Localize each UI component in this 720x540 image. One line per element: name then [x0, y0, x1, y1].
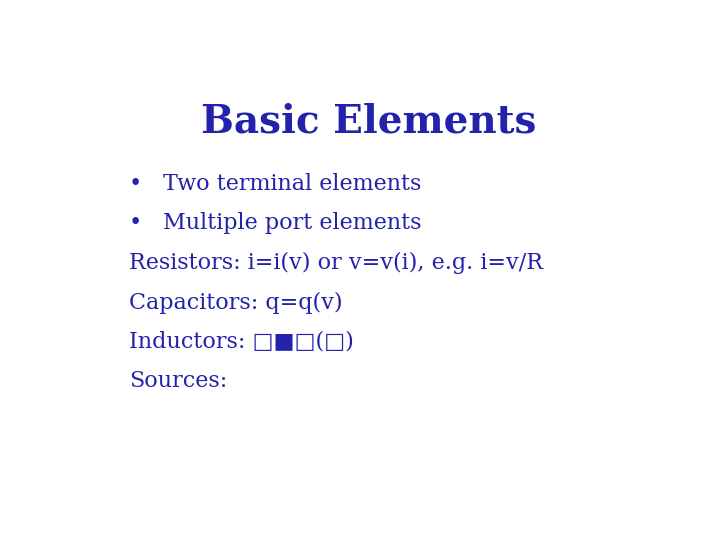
- Text: Inductors: □■□(□): Inductors: □■□(□): [129, 331, 354, 353]
- Text: Two terminal elements: Two terminal elements: [163, 173, 421, 195]
- Text: •: •: [129, 212, 143, 234]
- Text: Multiple port elements: Multiple port elements: [163, 212, 421, 234]
- Text: Sources:: Sources:: [129, 370, 228, 393]
- Text: Capacitors: q=q(v): Capacitors: q=q(v): [129, 292, 343, 314]
- Text: Resistors: i=i(v) or v=v(i), e.g. i=v/R: Resistors: i=i(v) or v=v(i), e.g. i=v/R: [129, 252, 543, 274]
- Text: Basic Elements: Basic Elements: [202, 102, 536, 140]
- Text: •: •: [129, 173, 143, 195]
